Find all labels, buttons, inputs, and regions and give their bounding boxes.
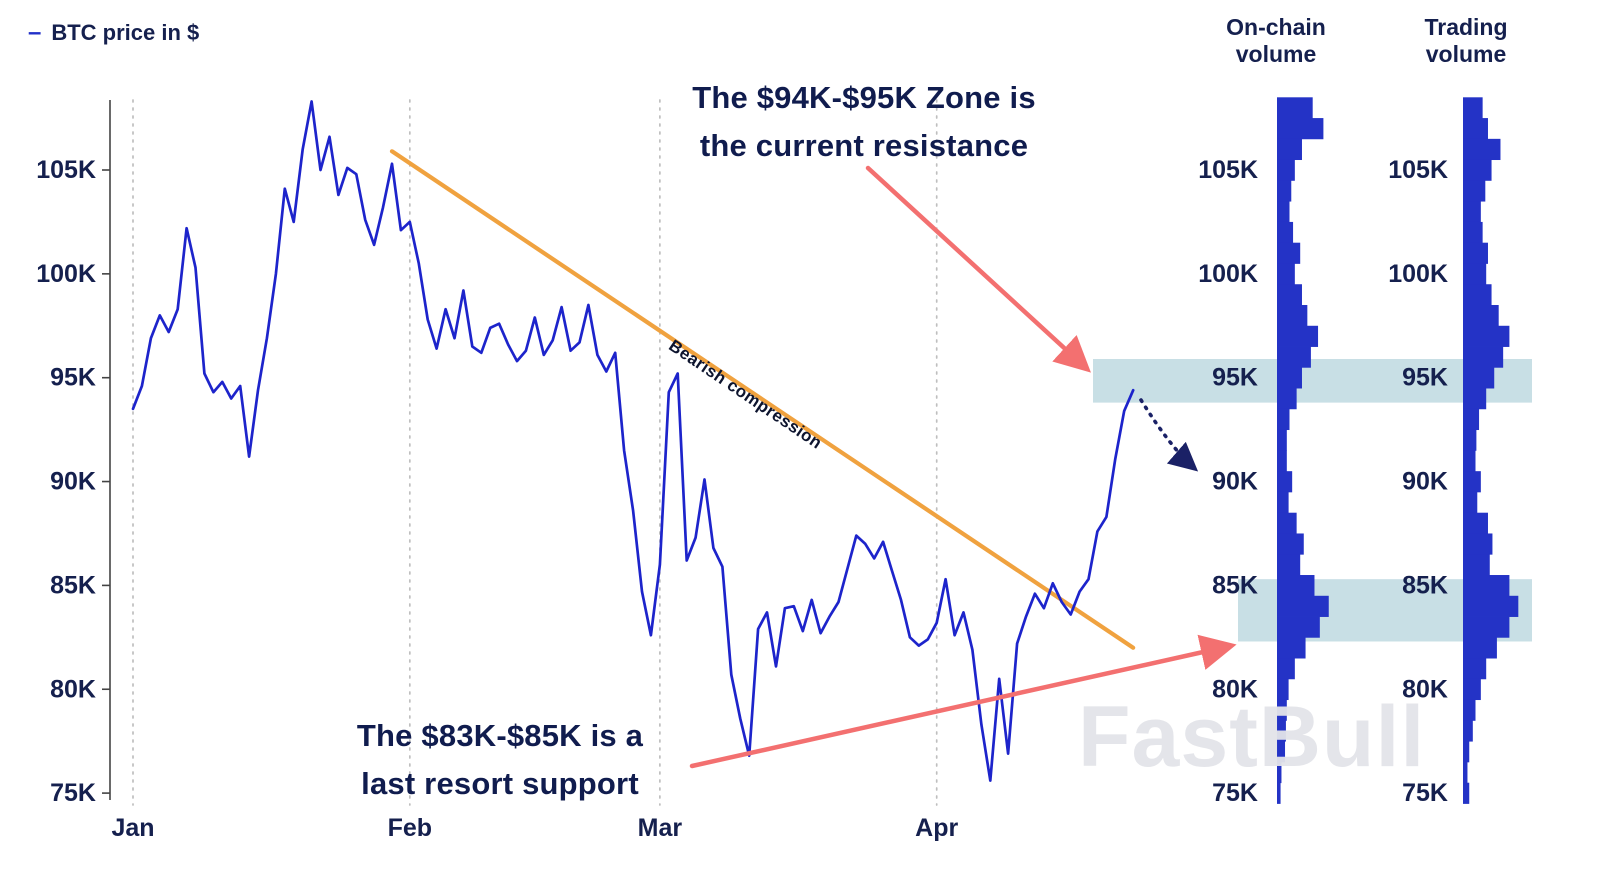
svg-text:80K: 80K xyxy=(1402,675,1448,703)
svg-text:85K: 85K xyxy=(50,571,96,599)
svg-text:105K: 105K xyxy=(1198,156,1258,184)
svg-text:75K: 75K xyxy=(50,779,96,807)
svg-text:100K: 100K xyxy=(1198,260,1258,288)
legend-line-swatch: – xyxy=(28,19,42,46)
svg-text:85K: 85K xyxy=(1212,571,1258,599)
svg-text:90K: 90K xyxy=(50,468,96,496)
legend: – BTC price in $ xyxy=(28,20,199,46)
svg-text:105K: 105K xyxy=(36,156,96,184)
trading-volume-title: Trading volume xyxy=(1424,14,1508,68)
onchain-volume-title: On-chain volume xyxy=(1226,14,1326,68)
svg-text:75K: 75K xyxy=(1402,779,1448,807)
svg-text:95K: 95K xyxy=(1402,364,1448,392)
legend-label: BTC price in $ xyxy=(51,20,200,45)
svg-text:80K: 80K xyxy=(50,675,96,703)
watermark: FastBull xyxy=(1078,689,1426,785)
svg-text:90K: 90K xyxy=(1402,468,1448,496)
svg-text:100K: 100K xyxy=(1388,260,1448,288)
resistance-annotation: The $94K-$95K Zone is the current resist… xyxy=(692,80,1036,164)
svg-text:75K: 75K xyxy=(1212,779,1258,807)
svg-text:Jan: Jan xyxy=(111,814,154,842)
svg-text:80K: 80K xyxy=(1212,675,1258,703)
svg-text:Mar: Mar xyxy=(638,814,683,842)
svg-text:Apr: Apr xyxy=(915,814,958,842)
svg-text:95K: 95K xyxy=(50,364,96,392)
svg-text:95K: 95K xyxy=(1212,364,1258,392)
svg-text:Feb: Feb xyxy=(388,814,432,842)
svg-text:100K: 100K xyxy=(36,260,96,288)
support-annotation: The $83K-$85K is a last resort support xyxy=(356,718,644,802)
svg-text:90K: 90K xyxy=(1212,468,1258,496)
svg-text:105K: 105K xyxy=(1388,156,1448,184)
svg-text:85K: 85K xyxy=(1402,571,1448,599)
